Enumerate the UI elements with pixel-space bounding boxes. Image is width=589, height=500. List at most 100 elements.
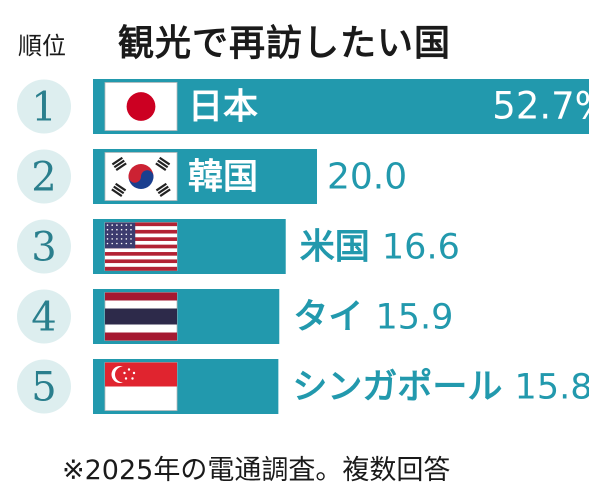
flag-star (130, 228, 132, 231)
flag-star (125, 228, 128, 231)
flag-stripe (105, 266, 177, 271)
flag-trigram-bar (115, 162, 127, 172)
flag-star (125, 242, 128, 245)
category-name: 米国 (300, 228, 382, 268)
flag-trigram-bar (157, 159, 169, 169)
rank-number: 5 (31, 365, 56, 411)
flag-star (111, 224, 113, 226)
flag-stripe (105, 255, 177, 260)
rank-circle (17, 79, 71, 134)
thailand-flag (104, 292, 178, 341)
flag-stripe-red (105, 292, 177, 301)
flag-trigram-bar (155, 162, 167, 172)
flag-star (125, 224, 128, 226)
flag-star (116, 233, 118, 236)
flag-star (130, 242, 132, 245)
flag-star (120, 238, 123, 240)
bar-row: 5 シンガポール 15.8 (17, 359, 589, 414)
flag-star (111, 233, 113, 236)
flag-trigram-bar (113, 159, 125, 169)
flag-star (116, 238, 118, 240)
flag-star (106, 233, 109, 236)
singapore-flag (104, 362, 178, 411)
flag-stripe (105, 248, 177, 253)
flag-star (132, 371, 136, 375)
flag-stripe (105, 263, 177, 268)
category-label: タイ 15.9 (293, 298, 453, 338)
rank-circle (17, 219, 71, 274)
flag-taegeuk-red-lobe (128, 170, 141, 183)
category-name: シンガポール (292, 367, 514, 408)
flag-star (106, 238, 109, 240)
rank-circle (17, 359, 71, 414)
flag-trigram-bar (159, 156, 171, 166)
flag-star (125, 233, 128, 236)
flag-star (106, 242, 109, 245)
flag-star (106, 228, 109, 231)
bar-row: 4 タイ 15.9 (17, 289, 453, 344)
category-label: 韓国 (188, 158, 258, 198)
flag-star (130, 238, 132, 240)
flag-sun-disc (126, 92, 156, 121)
flag-star (127, 368, 131, 371)
flag-star (130, 233, 132, 236)
rank-number: 3 (31, 225, 56, 271)
category-label: 米国 16.6 (300, 228, 460, 268)
flag-star (111, 238, 113, 240)
flag-trigram-bar (111, 188, 123, 198)
flag-star (124, 377, 128, 380)
footnote: ※2025年の電通調査。複数回答 (62, 455, 451, 486)
flag-trigram-bar (157, 185, 169, 195)
south-korea-flag (104, 152, 178, 201)
rank-number: 4 (31, 295, 56, 341)
flag-stripe (105, 259, 177, 264)
bar-row: 1 日本 52.7% (17, 79, 589, 134)
flag-stripe (105, 240, 177, 245)
value-label: 16.6 (382, 228, 460, 268)
flag-stripe (105, 252, 177, 256)
flag-taegeuk-blue-lobe (141, 170, 154, 183)
category-label: 日本 (188, 88, 258, 128)
flag-stripe (105, 222, 177, 227)
flag-star (120, 224, 123, 226)
flag-star (120, 242, 123, 245)
flag-star (116, 242, 118, 245)
flag-trigram-bar (115, 182, 127, 192)
flag-canton (105, 222, 136, 249)
flag-stripe (105, 233, 177, 238)
flag-stripe (105, 226, 177, 231)
flag-trigram-bar (159, 188, 171, 198)
rank-circle (17, 149, 71, 204)
flag-star (125, 238, 128, 240)
flag-trigram-bar (113, 185, 125, 195)
value-label: 20.0 (327, 157, 407, 198)
flag-star (111, 242, 113, 245)
flag-stripe (105, 244, 177, 249)
usa-flag (104, 222, 178, 271)
flag-trigram-bar (155, 182, 167, 192)
flag-star (111, 228, 113, 231)
flag-stripe-red (105, 332, 177, 341)
value-label: 15.8 (515, 368, 589, 408)
flag-star (120, 228, 123, 231)
category-label: シンガポール 15.8 (292, 367, 589, 408)
japan-flag (104, 82, 178, 131)
flag-star (120, 233, 123, 236)
bar-row: 3 米国 16.6 (17, 219, 460, 274)
flag-stripe (105, 237, 177, 242)
value-label: 52.7% (492, 85, 589, 128)
flag-stripe-blue (105, 308, 177, 325)
flag-star (130, 224, 132, 226)
flag-star (116, 224, 118, 226)
flag-star (116, 228, 118, 231)
rank-number: 1 (31, 85, 56, 131)
flag-star (106, 224, 109, 226)
flag-trigram-bar (111, 156, 123, 166)
rank-header: 順位 (18, 32, 66, 60)
value-label: 15.9 (375, 298, 453, 338)
chart-title: 観光で再訪したい国 (118, 23, 452, 64)
flag-star (123, 371, 126, 375)
rank-circle (17, 289, 71, 344)
category-name: タイ (293, 298, 375, 338)
